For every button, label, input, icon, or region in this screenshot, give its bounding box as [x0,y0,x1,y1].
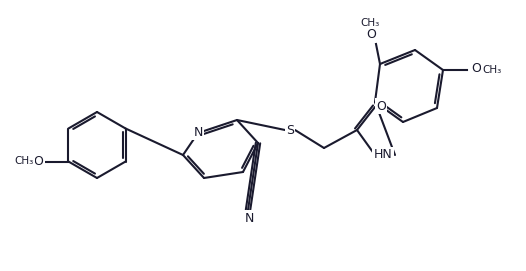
Text: S: S [286,124,294,137]
Text: O: O [366,27,376,40]
Text: CH₃: CH₃ [15,156,34,166]
Text: CH₃: CH₃ [482,65,502,75]
Text: CH₃: CH₃ [360,18,380,28]
Text: N: N [244,211,254,224]
Text: O: O [34,155,43,168]
Text: HN: HN [373,149,392,162]
Text: O: O [376,99,386,112]
Text: N: N [194,125,203,138]
Text: O: O [471,63,481,76]
